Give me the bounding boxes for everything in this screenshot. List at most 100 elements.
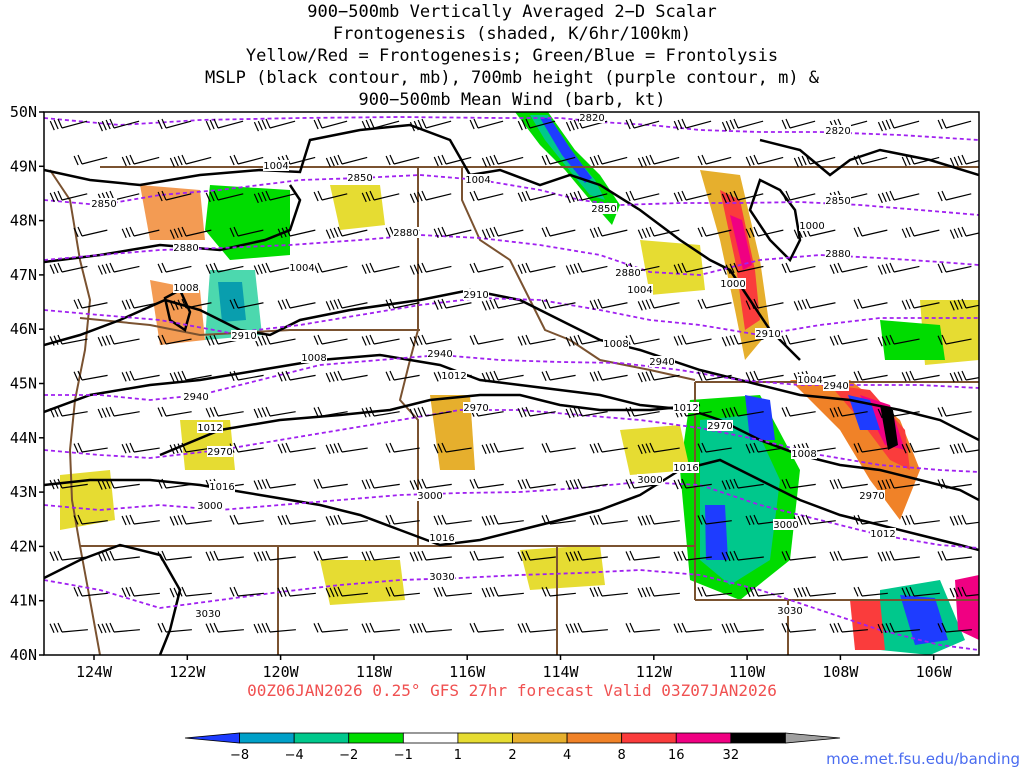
height-label-bg (91, 198, 117, 209)
wind-barb (829, 334, 868, 346)
mslp-1012-lower (159, 393, 701, 457)
wind-barb (721, 262, 764, 275)
wind-barb (433, 154, 472, 167)
wind-barb (49, 406, 88, 418)
wind-barb (433, 514, 472, 526)
height-label: 2910 (463, 290, 488, 301)
wind-barb (721, 478, 764, 490)
wind-barb (745, 586, 784, 598)
wind-barb (781, 550, 816, 561)
wind-barb (625, 406, 660, 417)
mslp-1016 (44, 458, 979, 552)
height-2850 (44, 174, 979, 216)
wind-barb (385, 514, 420, 525)
wind-barb (325, 370, 368, 383)
wind-barb (361, 334, 400, 346)
wind-barb (721, 190, 764, 204)
wind-barb (829, 262, 868, 274)
id-mt-border (461, 167, 696, 381)
colorbar-tick-label: −8 (230, 748, 249, 763)
wind-barb (121, 154, 160, 167)
height-label-bg (207, 446, 233, 457)
height-label-bg (615, 267, 641, 278)
wind-barb (73, 154, 108, 166)
map-panel: 1004 1004 1004 1000 1008 1008 1004 1000 1008 1012… (44, 112, 979, 655)
wind-barb (673, 622, 712, 633)
wind-barb (673, 478, 712, 490)
lat-tick-label: 43N (10, 483, 37, 501)
wind-barb (781, 262, 816, 274)
lon-tick-label: 108W (822, 663, 859, 681)
wind-barb (673, 334, 712, 346)
wind-barb (673, 190, 712, 203)
mslp-label: 1004 (797, 375, 822, 386)
wind-barb (901, 298, 940, 310)
colorbar-tick-label: 4 (563, 748, 571, 763)
wind-barb (253, 190, 296, 204)
wind-barb (481, 586, 524, 598)
lat-axis: 50N 49N 48N 47N 46N 45N 44N 43N 42N 41N 40N (10, 103, 44, 664)
mslp-label: 1008 (791, 449, 816, 460)
wind-barb (853, 514, 888, 525)
mslp-label: 1012 (673, 403, 698, 414)
wind-barb (877, 334, 920, 347)
shade-wy-blue-2 (745, 395, 775, 440)
wind-barb (121, 298, 160, 310)
colorbar-swatch (512, 732, 568, 744)
wind-barb (565, 406, 608, 419)
wind-barb (541, 370, 576, 381)
wind-barb (517, 478, 556, 490)
wind-barb (877, 118, 920, 132)
wind-barb (277, 370, 316, 382)
colorbar-swatch (730, 732, 786, 744)
lat-tick-label: 47N (10, 266, 37, 284)
wind-barb (205, 118, 244, 131)
wind-barb (313, 550, 348, 561)
wind-barb (697, 370, 732, 381)
colorbar-tick-label: −1 (394, 748, 413, 763)
wind-barb (469, 190, 504, 202)
mslp-contour-labels: 1004 1004 1004 1000 1008 1008 1004 1000 1008 1012… (173, 160, 896, 544)
wind-barb (901, 154, 940, 167)
wind-barb (121, 586, 160, 598)
wind-barb (781, 478, 816, 489)
wind-barb (385, 298, 420, 310)
wind-barb (169, 370, 212, 383)
wind-barb (205, 406, 244, 418)
wind-barb (325, 226, 368, 239)
colorbar-swatch (293, 732, 350, 744)
wind-barb (517, 550, 556, 562)
wind-barb (853, 154, 888, 166)
wind-barb (49, 190, 88, 203)
wind-barb (589, 154, 628, 167)
title-line-5: 900−500mb Mean Wind (barb, kt) (358, 90, 665, 110)
mslp-label: 1016 (429, 533, 454, 544)
wind-barb (73, 586, 108, 597)
wind-barb (517, 622, 556, 633)
run-info: 00Z06JAN2026 0.25° GFS 27hr forecast Val… (247, 681, 777, 700)
height-label: 2940 (649, 357, 674, 368)
wind-barb (469, 118, 504, 130)
credit-link[interactable]: moe.met.fsu.edu/banding (826, 750, 1020, 768)
wind-barb (97, 478, 140, 490)
wind-barb (409, 118, 452, 132)
wind-barb (205, 622, 244, 633)
wind-barb (901, 370, 940, 382)
wind-barb (121, 226, 160, 239)
wind-barb (901, 442, 940, 454)
wind-barb (877, 550, 920, 562)
height-label-bg (825, 248, 851, 259)
wind-barb (697, 298, 732, 310)
mslp-label-bg (603, 338, 629, 349)
title-line-3: Yellow/Red = Frontogenesis; Green/Blue =… (246, 46, 778, 66)
wind-barb (361, 478, 400, 490)
height-label-bg (823, 380, 849, 391)
mslp-label: 1000 (720, 279, 745, 290)
wind-barb (517, 262, 556, 274)
lon-tick-label: 110W (729, 663, 766, 681)
height-2910 (44, 297, 979, 336)
mslp-1004-north (44, 123, 801, 361)
wind-barb (49, 118, 88, 131)
wind-barb (697, 586, 732, 597)
wind-barb (901, 226, 940, 239)
